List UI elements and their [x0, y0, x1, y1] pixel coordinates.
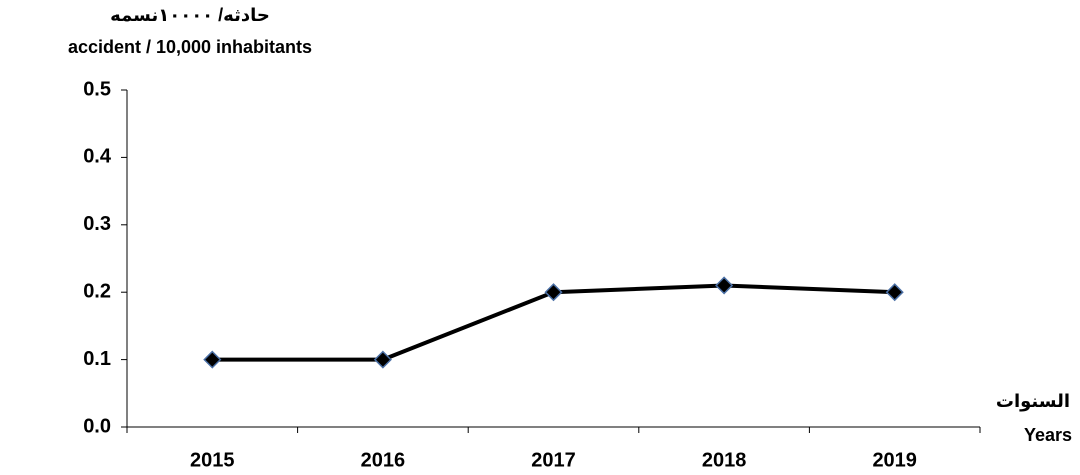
x-tick-label: 2019 — [872, 449, 917, 471]
y-axis-label: accident / 10,000 inhabitants — [68, 37, 312, 57]
x-tick-label: 2016 — [361, 449, 406, 471]
x-axis-label: Years — [1024, 425, 1072, 445]
data-marker — [544, 283, 563, 302]
x-tick-label: 2015 — [190, 449, 235, 471]
y-tick-label: 0.0 — [83, 415, 111, 437]
y-tick-label: 0.1 — [83, 348, 111, 370]
x-tick-label: 2018 — [702, 449, 747, 471]
y-tick-label: 0.5 — [83, 78, 111, 100]
y-axis-label-arabic: حادثه/ ١٠٠٠٠نسمه — [110, 5, 270, 25]
data-marker — [373, 350, 392, 369]
data-marker — [715, 276, 734, 295]
data-marker — [203, 350, 222, 369]
data-marker — [885, 283, 904, 302]
x-axis-label-arabic: السنوات — [996, 391, 1070, 412]
x-tick-label: 2017 — [531, 449, 576, 471]
y-tick-label: 0.4 — [83, 146, 112, 168]
y-tick-label: 0.2 — [83, 280, 111, 302]
y-tick-label: 0.3 — [83, 213, 111, 235]
